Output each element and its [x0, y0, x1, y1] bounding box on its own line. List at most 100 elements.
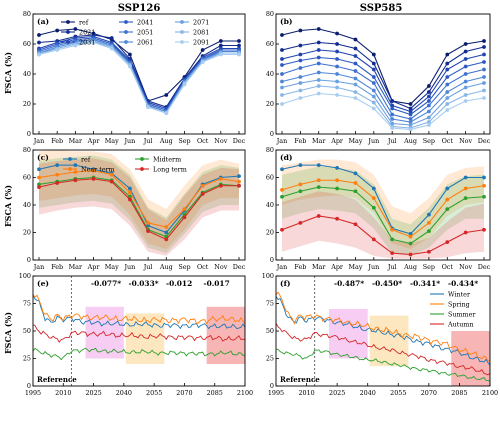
data-point [427, 120, 431, 124]
y-tick-label: 80 [23, 10, 31, 18]
data-point [37, 40, 41, 45]
x-tick-label: Dec [233, 137, 246, 145]
x-tick-label: Apr [330, 263, 344, 271]
data-point [371, 237, 376, 242]
series-line [32, 294, 246, 325]
x-tick-label: 2040 [116, 389, 132, 397]
legend-label: 2061 [137, 38, 153, 46]
data-point [482, 88, 486, 93]
data-point [408, 109, 413, 114]
y-tick-label: 40 [266, 70, 274, 78]
data-point [200, 48, 205, 52]
y-tick-label: 100 [19, 272, 31, 280]
y-tick-label: 75 [266, 300, 274, 308]
trend-annotation: -0.017 [204, 279, 230, 288]
series-line [281, 85, 485, 129]
x-tick-label: Jul [143, 137, 153, 145]
legend-label: Near term [81, 165, 115, 173]
data-point [463, 42, 468, 46]
data-point [335, 216, 339, 221]
data-point [200, 183, 205, 188]
data-point [371, 186, 376, 191]
y-tick-label: 100 [262, 272, 274, 280]
data-point [298, 28, 303, 33]
uncertainty-band [282, 166, 484, 256]
data-point [128, 194, 132, 199]
series-line [281, 215, 485, 256]
data-point [427, 84, 431, 88]
x-tick-label: Feb [51, 137, 63, 145]
data-point [128, 186, 132, 191]
legend-label: 2021 [79, 28, 95, 36]
legend-label: 2041 [137, 18, 153, 26]
data-point [482, 45, 486, 49]
y-tick-label: 60 [23, 174, 31, 182]
x-tick-label: 1995 [268, 389, 284, 397]
data-point [390, 227, 395, 232]
x-tick-label: 2055 [390, 389, 406, 397]
y-axis-label-row1: FSCA (%) [3, 52, 13, 94]
data-point [482, 96, 486, 100]
data-point [280, 194, 284, 199]
data-point [371, 100, 376, 105]
trend-annotation: -0.012 [166, 279, 192, 288]
x-tick-label: Aug [159, 137, 173, 145]
x-tick-label: Nov [459, 263, 472, 271]
data-point [482, 39, 486, 43]
data-point [390, 99, 395, 103]
data-point [353, 69, 358, 73]
data-point [427, 229, 431, 234]
data-point [298, 220, 303, 225]
data-point [371, 61, 376, 66]
data-point [408, 123, 413, 127]
legend-label: ref [81, 155, 91, 163]
series-line [275, 296, 491, 366]
panel-label: (a) [37, 17, 49, 26]
data-point [335, 31, 339, 36]
data-point [408, 106, 413, 111]
uncertainty-band [39, 150, 239, 249]
series-line [275, 348, 491, 382]
uncertainty-band [282, 191, 484, 259]
data-point [55, 163, 60, 168]
plot-frame [275, 13, 491, 135]
data-point [109, 46, 114, 51]
y-tick-label: 0 [270, 382, 274, 390]
data-point [408, 117, 413, 121]
data-point [427, 109, 431, 114]
data-point [353, 82, 358, 87]
data-point [298, 81, 303, 85]
data-point [463, 49, 468, 54]
data-point [482, 194, 486, 199]
x-tick-label: 2085 [451, 389, 467, 397]
data-point [37, 185, 41, 190]
data-point [218, 176, 223, 181]
x-tick-label: 2055 [146, 389, 162, 397]
y-tick-label: 80 [266, 10, 274, 18]
reference-label: Reference [280, 375, 320, 384]
series-line [281, 164, 484, 235]
data-point [445, 75, 450, 79]
data-point [390, 126, 395, 130]
legend-marker [66, 40, 70, 44]
data-point [463, 186, 468, 191]
trend-annotation: -0.077* [91, 279, 121, 288]
data-point [55, 172, 60, 177]
series-line [281, 71, 485, 123]
data-point [128, 197, 132, 202]
trend-annotation: -0.341* [410, 279, 440, 288]
data-point [353, 90, 358, 94]
series-line [38, 37, 239, 111]
y-tick-label: 0 [270, 130, 274, 138]
data-point [280, 102, 284, 106]
data-point [280, 33, 284, 37]
data-point [371, 94, 376, 99]
legend-marker [124, 40, 128, 44]
data-point [482, 75, 486, 79]
data-point [316, 70, 321, 75]
panel-label: (d) [280, 153, 293, 162]
data-point [463, 57, 468, 61]
data-point [427, 212, 431, 217]
panel-e [32, 275, 246, 387]
reference-label: Reference [37, 375, 77, 384]
